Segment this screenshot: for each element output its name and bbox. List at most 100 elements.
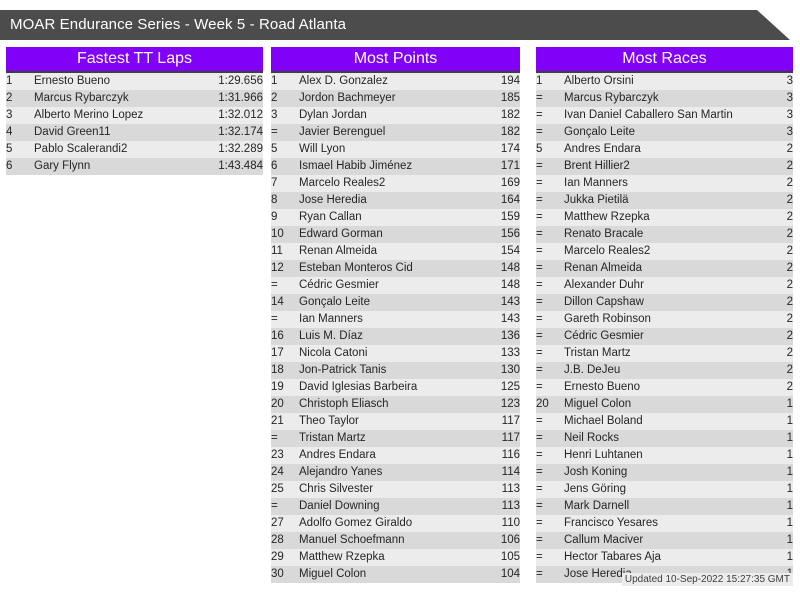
row-value: 110	[501, 517, 520, 529]
row-position: =	[536, 160, 543, 172]
table-row: 7 Marcelo Reales2 169	[271, 175, 520, 192]
row-driver-name: Edward Gorman	[299, 228, 383, 240]
row-position: =	[536, 364, 543, 376]
row-position: =	[536, 228, 543, 240]
row-value: 169	[500, 177, 520, 189]
table-row: = Tristan Martz 2	[536, 345, 793, 362]
row-value: 2	[786, 330, 793, 342]
table-row: 14 Gonçalo Leite 143	[271, 294, 520, 311]
row-position: 9	[271, 211, 278, 223]
row-value: 1:32.289	[218, 143, 263, 155]
row-value: 116	[501, 449, 520, 461]
row-driver-name: Daniel Downing	[299, 500, 380, 512]
row-value: 105	[500, 551, 520, 563]
table-row: 6 Gary Flynn 1:43.484	[6, 158, 263, 175]
row-position: =	[536, 313, 543, 325]
row-position: =	[536, 415, 543, 427]
row-value: 1:32.012	[218, 109, 263, 121]
row-position: 3	[6, 109, 13, 121]
row-value: 2	[786, 381, 793, 393]
panel-title-most-races: Most Races	[536, 47, 793, 73]
row-position: =	[271, 313, 278, 325]
table-row: 20 Christoph Eliasch 123	[271, 396, 520, 413]
row-position: =	[536, 381, 543, 393]
row-driver-name: Marcelo Reales2	[299, 177, 386, 189]
row-value: 154	[500, 245, 520, 257]
panel-fastest-tt-laps: Fastest TT Laps 1 Ernesto Bueno 1:29.656 2 M…	[6, 47, 263, 175]
row-driver-name: Dillon Capshaw	[564, 296, 644, 308]
row-driver-name: Francisco Yesares	[564, 517, 658, 529]
row-value: 1	[786, 432, 793, 444]
row-driver-name: Javier Berenguel	[299, 126, 386, 138]
row-value: 194	[500, 75, 520, 87]
row-driver-name: Ernesto Bueno	[564, 381, 641, 393]
table-row: = Javier Berenguel 182	[271, 124, 520, 141]
row-position: 30	[271, 568, 284, 580]
row-driver-name: Ian Manners	[564, 177, 628, 189]
row-driver-name: Ivan Daniel Caballero San Martin	[564, 109, 733, 121]
row-value: 1	[786, 466, 793, 478]
table-row: 12 Esteban Monteros Cid 148	[271, 260, 520, 277]
row-position: 4	[6, 126, 13, 138]
row-driver-name: Alex D. Gonzalez	[299, 75, 388, 87]
table-row: = Marcelo Reales2 2	[536, 243, 793, 260]
row-value: 2	[786, 296, 793, 308]
row-value: 1	[786, 449, 793, 461]
table-row: = Gonçalo Leite 3	[536, 124, 793, 141]
row-driver-name: Ismael Habib Jiménez	[299, 160, 413, 172]
table-row: = Ivan Daniel Caballero San Martin 3	[536, 107, 793, 124]
row-position: 2	[271, 92, 278, 104]
row-position: =	[536, 296, 543, 308]
table-row: 27 Adolfo Gomez Giraldo 110	[271, 515, 520, 532]
row-value: 2	[786, 194, 793, 206]
table-row: 25 Chris Silvester 113	[271, 481, 520, 498]
table-row: = Renato Bracale 2	[536, 226, 793, 243]
row-driver-name: Dylan Jordan	[299, 109, 367, 121]
row-driver-name: Matthew Rzepka	[299, 551, 385, 563]
row-value: 156	[500, 228, 520, 240]
row-value: 174	[500, 143, 520, 155]
row-position: 1	[536, 75, 543, 87]
row-value: 1	[786, 517, 793, 529]
table-row: 30 Miguel Colon 104	[271, 566, 520, 583]
table-row: = Ian Manners 2	[536, 175, 793, 192]
row-position: =	[536, 449, 543, 461]
table-row: = Tristan Martz 117	[271, 430, 520, 447]
row-position: =	[536, 279, 543, 291]
row-driver-name: Jukka Pietilä	[564, 194, 629, 206]
table-row: 11 Renan Almeida 154	[271, 243, 520, 260]
row-driver-name: Theo Taylor	[299, 415, 359, 427]
row-position: 8	[271, 194, 278, 206]
row-driver-name: Ryan Callan	[299, 211, 362, 223]
row-position: =	[271, 500, 278, 512]
row-driver-name: Renan Almeida	[564, 262, 642, 274]
row-position: 1	[6, 75, 13, 87]
row-position: =	[536, 109, 543, 121]
row-position: 5	[6, 143, 13, 155]
row-driver-name: Hector Tabares Aja	[564, 551, 661, 563]
row-driver-name: Jens Göring	[564, 483, 627, 495]
row-value: 113	[501, 483, 520, 495]
row-driver-name: Alberto Orsini	[564, 75, 634, 87]
row-driver-name: Miguel Colon	[299, 568, 367, 580]
row-value: 143	[500, 296, 520, 308]
row-driver-name: Ian Manners	[299, 313, 363, 325]
row-driver-name: Andres Endara	[564, 143, 641, 155]
row-driver-name: Callum Maciver	[564, 534, 644, 546]
table-row: = Callum Maciver 1	[536, 532, 793, 549]
row-value: 136	[500, 330, 520, 342]
row-value: 2	[786, 347, 793, 359]
table-most-races: 1 Alberto Orsini 3 = Marcus Rybarczyk 3 = Ivan …	[536, 73, 793, 583]
row-driver-name: Esteban Monteros Cid	[299, 262, 413, 274]
row-driver-name: Alberto Merino Lopez	[34, 109, 144, 121]
row-value: 2	[786, 143, 793, 155]
table-row: = Mark Darnell 1	[536, 498, 793, 515]
row-position: =	[536, 517, 543, 529]
row-value: 3	[786, 109, 793, 121]
row-driver-name: Mark Darnell	[564, 500, 630, 512]
row-position: =	[536, 568, 543, 580]
row-position: 12	[271, 262, 284, 274]
row-position: 5	[536, 143, 543, 155]
table-row: 18 Jon-Patrick Tanis 130	[271, 362, 520, 379]
